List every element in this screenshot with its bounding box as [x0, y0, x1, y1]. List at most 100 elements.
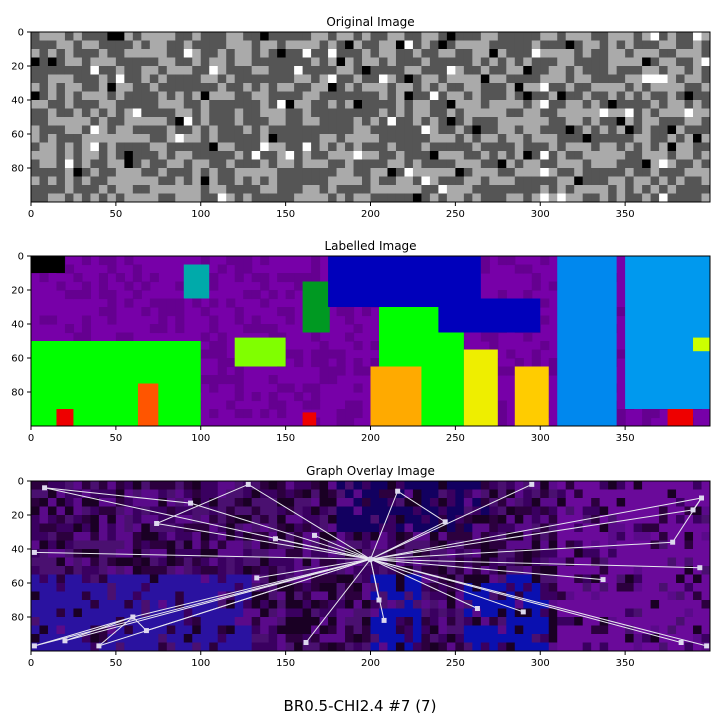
- pixel-block: [234, 49, 244, 59]
- pixel-block: [302, 32, 312, 42]
- pixel-block: [56, 193, 66, 202]
- pixel-block: [565, 83, 575, 93]
- pixel-block: [98, 117, 108, 127]
- pixel-block: [599, 100, 609, 110]
- overlay-block: [64, 617, 75, 627]
- pixel-block: [345, 176, 355, 186]
- pixel-block: [412, 142, 423, 152]
- overlay-block: [175, 481, 185, 491]
- overlay-block: [260, 549, 270, 559]
- pixel-block: [132, 134, 142, 144]
- pixel-block: [591, 108, 601, 118]
- overlay-block: [319, 574, 329, 584]
- overlay-block: [132, 608, 142, 618]
- pixel-block: [345, 168, 355, 178]
- pixel-block: [574, 83, 584, 93]
- y-tick-label: 80: [11, 164, 24, 175]
- overlay-block: [616, 532, 626, 542]
- y-tick-label: 80: [11, 613, 24, 624]
- pixel-block: [294, 32, 304, 42]
- pixel-block: [132, 117, 142, 127]
- overlay-block: [234, 566, 244, 576]
- pixel-block: [659, 142, 669, 152]
- overlay-block: [192, 498, 202, 508]
- pixel-block: [260, 159, 270, 169]
- pixel-block: [523, 159, 533, 169]
- overlay-block: [107, 489, 117, 499]
- label-block: [73, 290, 83, 300]
- pixel-block: [294, 100, 304, 110]
- pixel-block: [251, 134, 261, 144]
- overlay-block: [56, 591, 66, 601]
- overlay-block: [47, 481, 58, 491]
- label-block: [158, 307, 168, 317]
- overlay-block: [362, 506, 372, 516]
- pixel-block: [404, 83, 414, 93]
- overlay-block: [362, 549, 372, 559]
- overlay-block: [412, 566, 423, 576]
- overlay-block: [132, 566, 142, 576]
- overlay-block: [328, 591, 338, 601]
- overlay-block: [557, 515, 567, 525]
- pixel-block: [642, 49, 652, 59]
- pixel-block: [404, 66, 414, 76]
- pixel-block: [421, 125, 431, 135]
- overlay-block: [209, 489, 219, 499]
- overlay-block: [31, 566, 41, 576]
- pixel-block: [395, 142, 406, 152]
- overlay-block: [183, 600, 193, 610]
- overlay-block: [124, 498, 134, 508]
- pixel-block: [192, 193, 202, 202]
- pixel-block: [642, 32, 652, 42]
- overlay-block: [56, 617, 66, 627]
- pixel-block: [277, 91, 287, 101]
- overlay-block: [243, 549, 253, 559]
- pixel-block: [319, 91, 329, 101]
- pixel-block: [124, 74, 134, 84]
- pixel-block: [268, 125, 278, 135]
- overlay-block: [64, 515, 75, 525]
- overlay-block: [565, 540, 575, 550]
- overlay-block: [149, 549, 159, 559]
- overlay-block: [124, 566, 134, 576]
- label-block: [64, 324, 75, 334]
- label-block: [336, 349, 346, 359]
- pixel-block: [599, 83, 609, 93]
- pixel-block: [192, 117, 202, 127]
- overlay-block: [226, 608, 236, 618]
- overlay-block: [294, 481, 304, 491]
- label-block: [243, 264, 253, 274]
- pixel-block: [166, 83, 176, 93]
- pixel-block: [599, 40, 609, 50]
- overlay-block: [370, 540, 380, 550]
- overlay-block: [39, 566, 49, 576]
- overlay-block: [514, 574, 524, 584]
- overlay-block: [158, 600, 168, 610]
- overlay-block: [455, 498, 465, 508]
- pixel-block: [642, 134, 652, 144]
- overlay-block: [693, 549, 703, 559]
- pixel-block: [362, 32, 372, 42]
- label-block: [497, 400, 507, 410]
- pixel-block: [693, 49, 703, 59]
- graph-node: [678, 640, 684, 645]
- label-block: [268, 324, 278, 334]
- pixel-block: [497, 57, 507, 67]
- overlay-block: [362, 481, 372, 491]
- pixel-block: [166, 185, 176, 195]
- overlay-block: [591, 634, 601, 644]
- graph-node: [254, 575, 260, 581]
- pixel-block: [277, 108, 287, 118]
- overlay-block: [404, 625, 414, 635]
- label-block: [277, 383, 287, 393]
- label-block: [234, 392, 244, 402]
- pixel-block: [328, 193, 338, 202]
- overlay-block: [31, 591, 41, 601]
- label-block: [175, 307, 185, 317]
- overlay-block: [701, 617, 710, 627]
- graph-edge: [370, 541, 673, 560]
- pixel-block: [472, 159, 482, 169]
- pixel-block: [701, 142, 710, 152]
- overlay-block: [676, 600, 686, 610]
- overlay-block: [395, 532, 406, 542]
